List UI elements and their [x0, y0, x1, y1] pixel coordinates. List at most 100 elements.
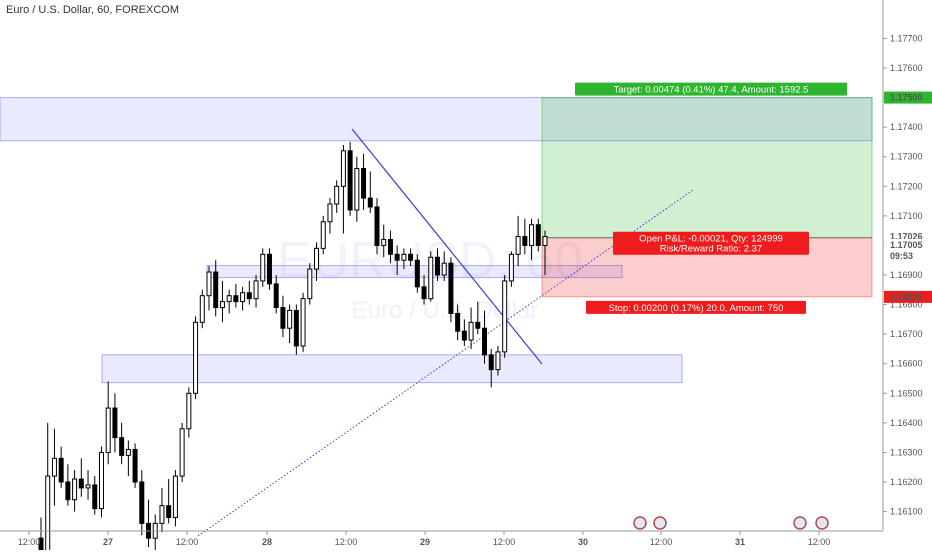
candle-body: [515, 236, 521, 255]
candle-body: [193, 321, 199, 394]
pnl-box: [613, 231, 809, 255]
eu-flag-icon: [653, 516, 667, 530]
candle-body: [314, 247, 320, 270]
candle-body: [72, 478, 78, 501]
candle-body: [226, 295, 232, 303]
price-tick-label: 1.16800: [890, 300, 923, 310]
candle-body: [320, 221, 326, 249]
candle-body: [179, 428, 185, 477]
time-tick-label: 12:00: [493, 537, 516, 547]
candle-body: [535, 224, 541, 246]
candle-body: [441, 262, 447, 276]
candle-body: [65, 481, 71, 501]
candle-body: [428, 256, 434, 300]
candle-body: [448, 262, 454, 314]
candle-body: [468, 321, 474, 341]
candle-body: [240, 292, 246, 303]
candle-body: [287, 309, 293, 329]
price-tick-label: 1.17600: [890, 63, 923, 73]
candle-body: [334, 185, 340, 205]
stop-label: Stop: 0.00200 (0.17%) 20.0, Amount: 750: [609, 303, 784, 314]
candle-body: [488, 354, 494, 371]
price-tick-label: 1.17300: [890, 152, 923, 162]
candle-body: [58, 457, 64, 483]
candle-body: [51, 457, 57, 477]
candle-body: [293, 309, 299, 347]
candle-body: [186, 392, 192, 430]
candle-body: [300, 298, 306, 347]
candle-body: [273, 283, 279, 309]
eu-flag-icon: [815, 516, 829, 530]
candle-body: [219, 301, 225, 309]
candle-body: [522, 236, 528, 246]
price-tick-label: 1.16900: [890, 270, 923, 280]
candle-body: [213, 271, 219, 309]
candle-body: [139, 481, 145, 524]
candle-body: [434, 256, 440, 276]
candle-body: [475, 321, 481, 329]
candle-body: [78, 478, 84, 489]
price-tick-label: 1.16200: [890, 477, 923, 487]
price-tick-label: 1.16700: [890, 329, 923, 339]
time-tick-label: 12:00: [18, 537, 41, 547]
candle-body: [508, 253, 514, 282]
candle-body: [401, 253, 407, 261]
candle-body: [354, 168, 360, 211]
price-tick-label: 1.16600: [890, 359, 923, 369]
candle-body: [307, 268, 313, 300]
support-resistance-zone: [101, 354, 683, 384]
target-label-box: [575, 82, 847, 96]
time-tick-label: 30: [578, 537, 588, 547]
candle-body: [414, 259, 420, 288]
candle-body: [92, 484, 98, 510]
price-tick-label: 1.16500: [890, 388, 923, 398]
candle-body: [266, 253, 272, 285]
target-price-tag: 1.17500: [890, 93, 923, 103]
candle-body: [45, 475, 51, 554]
candle-body: [381, 239, 387, 246]
candle-body: [119, 437, 125, 456]
candle-body: [199, 295, 205, 323]
time-tick-label: 28: [262, 537, 272, 547]
downtrend-line: [351, 128, 543, 365]
price-tick-label: 1.16400: [890, 418, 923, 428]
watermark-name: Euro / U.S. Dollar: [352, 297, 539, 324]
candle-body: [387, 239, 393, 255]
time-tick-label: 12:00: [808, 537, 831, 547]
price-tick-label: 1.17200: [890, 181, 923, 191]
candle-body: [340, 150, 346, 187]
candle-body: [246, 292, 252, 300]
candle-body: [394, 253, 400, 261]
uptrend-line: [197, 189, 694, 537]
candle-body: [421, 286, 427, 300]
candle-body: [132, 448, 138, 483]
stop-price-tag: 1.16826: [890, 292, 923, 302]
support-resistance-zone: [0, 97, 873, 142]
candle-body: [233, 295, 239, 303]
price-tick-label: 1.17100: [890, 211, 923, 221]
candle-body: [482, 327, 488, 356]
stop-price-tag-box: [884, 290, 932, 303]
candle-body: [98, 451, 104, 510]
pnl-label: Open P&L: -0.00021, Qty: 124999: [639, 234, 783, 245]
time-tick-label: 29: [420, 537, 430, 547]
time-tick-label: 12:00: [650, 537, 673, 547]
candle-body: [112, 407, 118, 439]
candle-body: [125, 448, 131, 456]
candle-body: [455, 312, 461, 332]
time-tick-label: 31: [735, 537, 745, 547]
candle-body: [105, 407, 111, 453]
bar-countdown-tag: 09:53: [890, 251, 913, 261]
price-tick-label: 1.17700: [890, 33, 923, 43]
candle-body: [166, 505, 172, 518]
candle-body: [408, 253, 414, 261]
us-flag-icon: [793, 516, 807, 530]
candle-body: [367, 197, 373, 208]
candle-body: [206, 271, 212, 297]
time-tick-label: 12:00: [335, 537, 358, 547]
current-price-tag-box: [884, 238, 932, 251]
time-tick-label: 12:00: [176, 537, 199, 547]
candle-body: [159, 505, 165, 524]
